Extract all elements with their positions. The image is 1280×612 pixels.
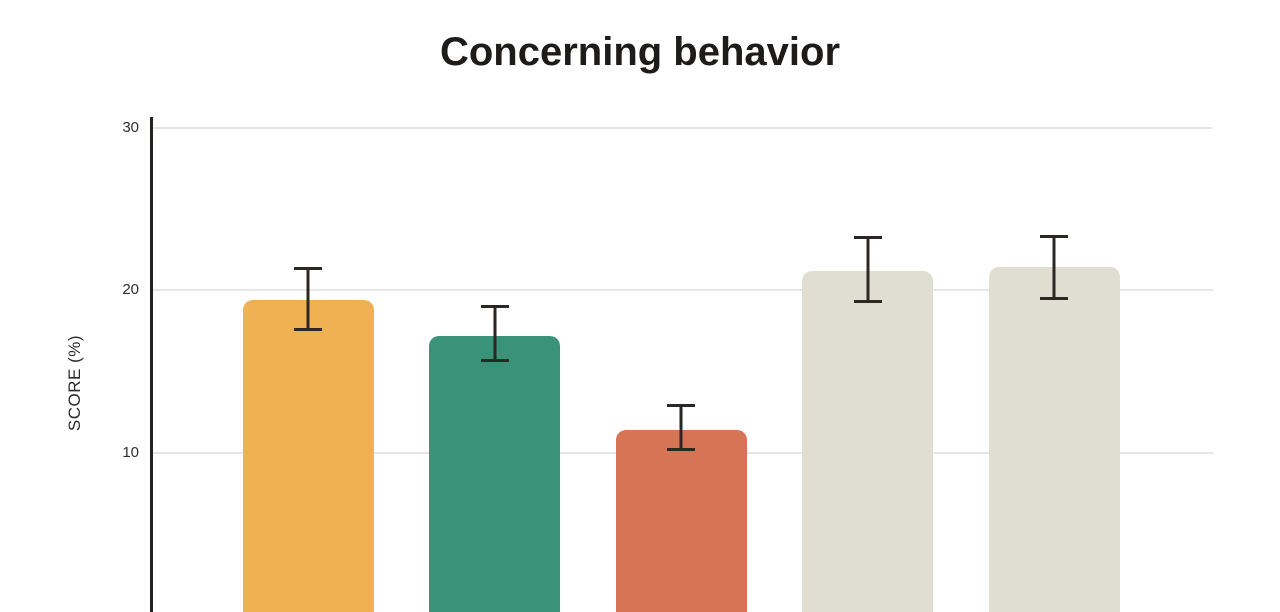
error-bar-line xyxy=(866,236,870,303)
error-bar-cap-bottom xyxy=(667,447,696,451)
error-bar-1 xyxy=(294,267,322,331)
error-bar-cap-top xyxy=(294,267,322,271)
y-tick-label-30: 30 xyxy=(122,118,139,136)
gridline-20 xyxy=(150,289,1213,291)
error-bar-cap-top xyxy=(667,403,696,407)
error-bar-line xyxy=(306,267,310,331)
y-tick-label-20: 20 xyxy=(122,281,139,298)
error-bar-cap-top xyxy=(1040,234,1069,238)
chart-title: Concerning behavior xyxy=(439,30,841,74)
error-bar-cap-bottom xyxy=(480,358,509,362)
bar-3 xyxy=(615,429,747,612)
bar-1 xyxy=(242,299,374,612)
error-bar-line xyxy=(679,403,683,451)
error-bar-cap-bottom xyxy=(294,327,322,331)
gridline-30 xyxy=(150,126,1213,129)
y-tick-label-10: 10 xyxy=(122,443,139,461)
error-bar-line xyxy=(1052,234,1056,300)
bar-2 xyxy=(429,335,561,612)
bar-5 xyxy=(988,267,1120,612)
y-axis-line xyxy=(150,117,153,612)
error-bar-cap-bottom xyxy=(853,300,882,303)
error-bar-line xyxy=(493,304,497,362)
error-bar-2 xyxy=(480,304,509,362)
error-bar-4 xyxy=(853,236,882,303)
error-bar-cap-top xyxy=(853,236,882,240)
error-bar-cap-top xyxy=(480,304,509,308)
error-bar-5 xyxy=(1040,234,1069,300)
bar-4 xyxy=(802,270,934,612)
error-bar-cap-bottom xyxy=(1040,296,1069,300)
error-bar-3 xyxy=(667,403,696,451)
